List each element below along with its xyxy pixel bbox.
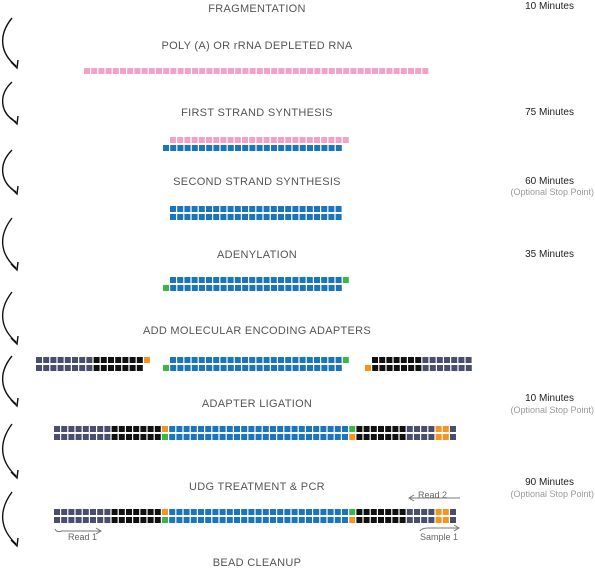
step-label-adapters: ADD MOLECULAR ENCODING ADAPTERS [143, 325, 371, 337]
adenylated-duplex [163, 277, 349, 291]
curved-step-arrow-icon [2, 291, 19, 346]
time-ligation: 10 Minutes [525, 393, 574, 404]
read-2-label: Read 2 [418, 490, 447, 500]
second-strand-duplex [170, 206, 342, 220]
curved-step-arrow-icon [2, 17, 19, 70]
time-first-strand: 75 Minutes [525, 107, 574, 118]
read-1-arrow-head [95, 527, 102, 535]
step-label-first-strand: FIRST STRAND SYNTHESIS [181, 107, 333, 119]
curved-step-arrow-icon [2, 81, 19, 126]
time-udg-pcr: 90 Minutes [525, 477, 574, 488]
time-fragmentation: 10 Minutes [525, 1, 574, 12]
curved-step-arrow-icon [2, 491, 19, 548]
step-label-fragmentation: FRAGMENTATION [208, 3, 306, 15]
read-1-label: Read 1 [68, 532, 97, 542]
read-1-arrow-icon [54, 528, 100, 533]
sample-1-arrow-icon [419, 527, 458, 532]
curved-step-arrow-icon [2, 149, 19, 196]
right-adapter [365, 357, 472, 371]
step-label-udg-pcr: UDG TREATMENT & PCR [189, 481, 325, 493]
curved-step-arrow-icon [2, 217, 19, 272]
note-udg-pcr: (Optional Stop Point) [510, 489, 594, 499]
time-second-strand: 60 Minutes [525, 176, 574, 187]
note-ligation: (Optional Stop Point) [510, 405, 594, 415]
molecule-strands [36, 68, 472, 523]
ligated-construct [54, 426, 456, 440]
time-adenylation: 35 Minutes [525, 249, 574, 260]
curved-step-arrow-icon [2, 355, 19, 408]
step-label-rna: POLY (A) OR rRNA DEPLETED RNA [161, 40, 352, 52]
read-arrows [54, 494, 460, 535]
step-label-ligation: ADAPTER LIGATION [202, 398, 312, 410]
left-adapter [36, 357, 150, 371]
adapter-duplex [163, 357, 349, 371]
first-strand-duplex [163, 137, 349, 151]
rna-strand [84, 68, 429, 74]
sample-1-label: Sample 1 [420, 532, 458, 542]
step-label-bead-cleanup: BEAD CLEANUP [213, 557, 302, 569]
note-second-strand: (Optional Stop Point) [510, 187, 594, 197]
step-arrows [2, 17, 19, 548]
step-label-second-strand: SECOND STRAND SYNTHESIS [173, 176, 341, 188]
final-library [54, 509, 456, 523]
step-label-adenylation: ADENYLATION [217, 249, 297, 261]
sample-1-arrow-head [453, 524, 460, 532]
curved-step-arrow-icon [2, 423, 19, 480]
read-2-arrow-head [408, 494, 415, 502]
